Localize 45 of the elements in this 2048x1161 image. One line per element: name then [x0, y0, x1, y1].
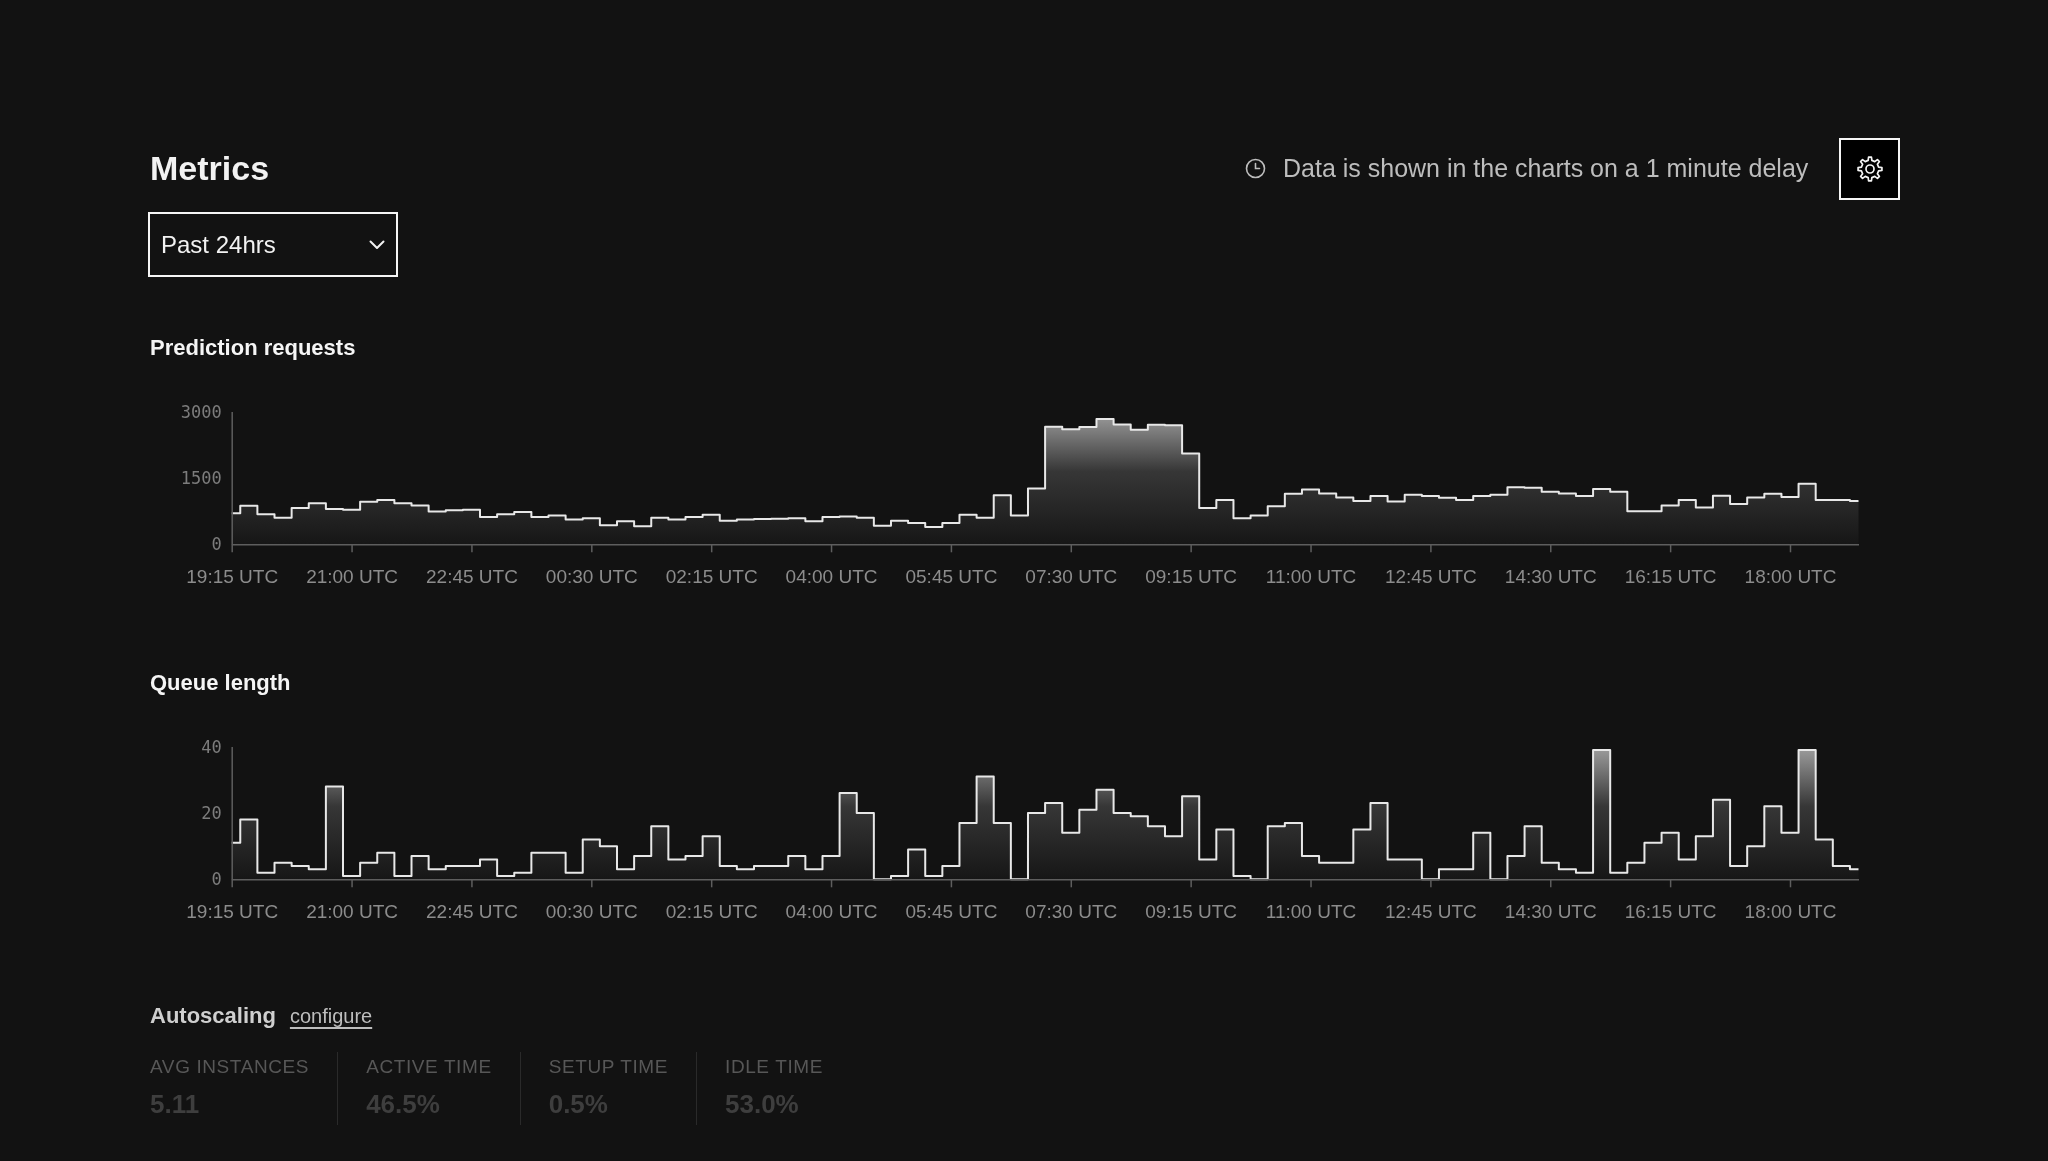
x-tick-label: 07:30 UTC — [1025, 565, 1118, 587]
text: IDLE TIME — [725, 1055, 823, 1079]
x-tick-label: 14:30 UTC — [1504, 565, 1597, 587]
x-tick-label: 05:45 UTC — [905, 900, 998, 922]
x-tick-label: 21:00 UTC — [306, 900, 399, 922]
y-tick-label: 20 — [201, 802, 222, 823]
x-tick-label: 14:30 UTC — [1504, 900, 1597, 922]
text: ACTIVE TIME — [366, 1055, 492, 1079]
x-tick-label: 16:15 UTC — [1624, 565, 1717, 587]
x-tick-label: 04:00 UTC — [785, 900, 878, 922]
x-tick-label: 12:45 UTC — [1384, 565, 1477, 587]
text: SETUP TIME — [548, 1055, 668, 1079]
y-tick-label: 0 — [211, 869, 222, 890]
x-tick-label: 11:00 UTC — [1265, 900, 1357, 922]
x-tick-label: 18:00 UTC — [1744, 565, 1837, 587]
x-tick-label: 18:00 UTC — [1744, 900, 1837, 922]
text: Metrics — [150, 148, 270, 188]
text: Data is shown in the charts on a 1 minute delay — [1283, 153, 1809, 184]
chart-title: Prediction requests — [150, 335, 356, 360]
x-tick-label: 07:30 UTC — [1025, 900, 1118, 922]
x-tick-label: 09:15 UTC — [1145, 565, 1238, 587]
x-tick-label: 11:00 UTC — [1265, 565, 1357, 587]
x-tick-label: 22:45 UTC — [426, 900, 518, 922]
x-tick-label: 21:00 UTC — [306, 565, 399, 587]
x-tick-label: 02:15 UTC — [665, 565, 758, 587]
y-tick-label: 3000 — [180, 401, 222, 422]
x-tick-label: 12:45 UTC — [1384, 900, 1477, 922]
text: Autoscaling — [150, 1002, 276, 1030]
y-tick-label: 40 — [201, 736, 222, 757]
text: AVG INSTANCES — [150, 1055, 310, 1079]
y-tick-label: 0 — [211, 534, 222, 555]
x-tick-label: 09:15 UTC — [1145, 900, 1238, 922]
x-tick-label: 16:15 UTC — [1624, 900, 1717, 922]
x-tick-label: 22:45 UTC — [426, 565, 518, 587]
text: configure — [289, 1004, 373, 1029]
chart-title: Queue length — [150, 670, 291, 695]
x-tick-label: 02:15 UTC — [665, 900, 758, 922]
x-tick-label: 00:30 UTC — [545, 565, 638, 587]
y-tick-label: 1500 — [180, 467, 222, 488]
x-tick-label: 05:45 UTC — [905, 565, 998, 587]
x-tick-label: 19:15 UTC — [186, 900, 279, 922]
x-tick-label: 19:15 UTC — [186, 565, 279, 587]
dropdown: Past 24hrs — [148, 212, 398, 277]
x-tick-label: 00:30 UTC — [545, 900, 638, 922]
x-tick-label: 04:00 UTC — [785, 565, 878, 587]
